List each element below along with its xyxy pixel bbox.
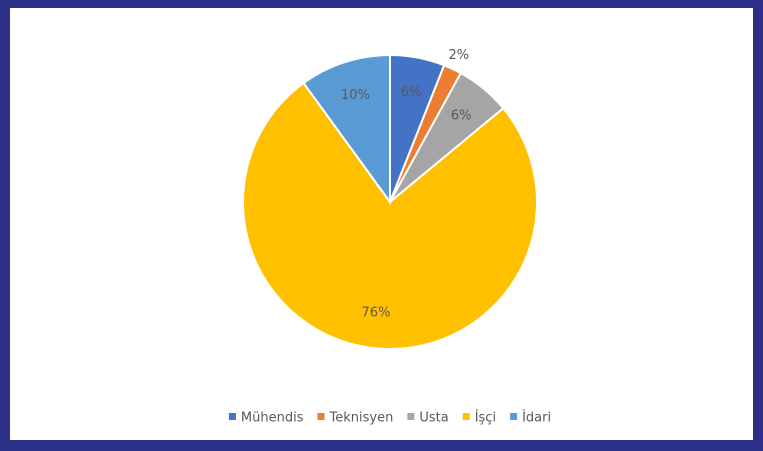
data-label: 76% [362,305,391,320]
data-label: 10% [341,88,370,103]
legend-swatch [228,413,236,420]
legend-label: Mühendis [241,411,304,426]
legend-label: Usta [419,411,448,426]
data-label: 2% [449,48,470,63]
data-label: 6% [401,85,422,100]
legend-label: Teknisyen [329,411,394,426]
data-label: 6% [451,108,472,123]
pie-slice [242,81,538,350]
legend-swatch [462,413,470,420]
pie-slice [302,53,391,206]
legend-label: İdari [522,410,551,426]
legend-swatch [317,413,325,420]
legend-swatch [510,413,518,420]
legend-swatch [407,413,415,420]
legend-label: İşçi [475,410,496,426]
